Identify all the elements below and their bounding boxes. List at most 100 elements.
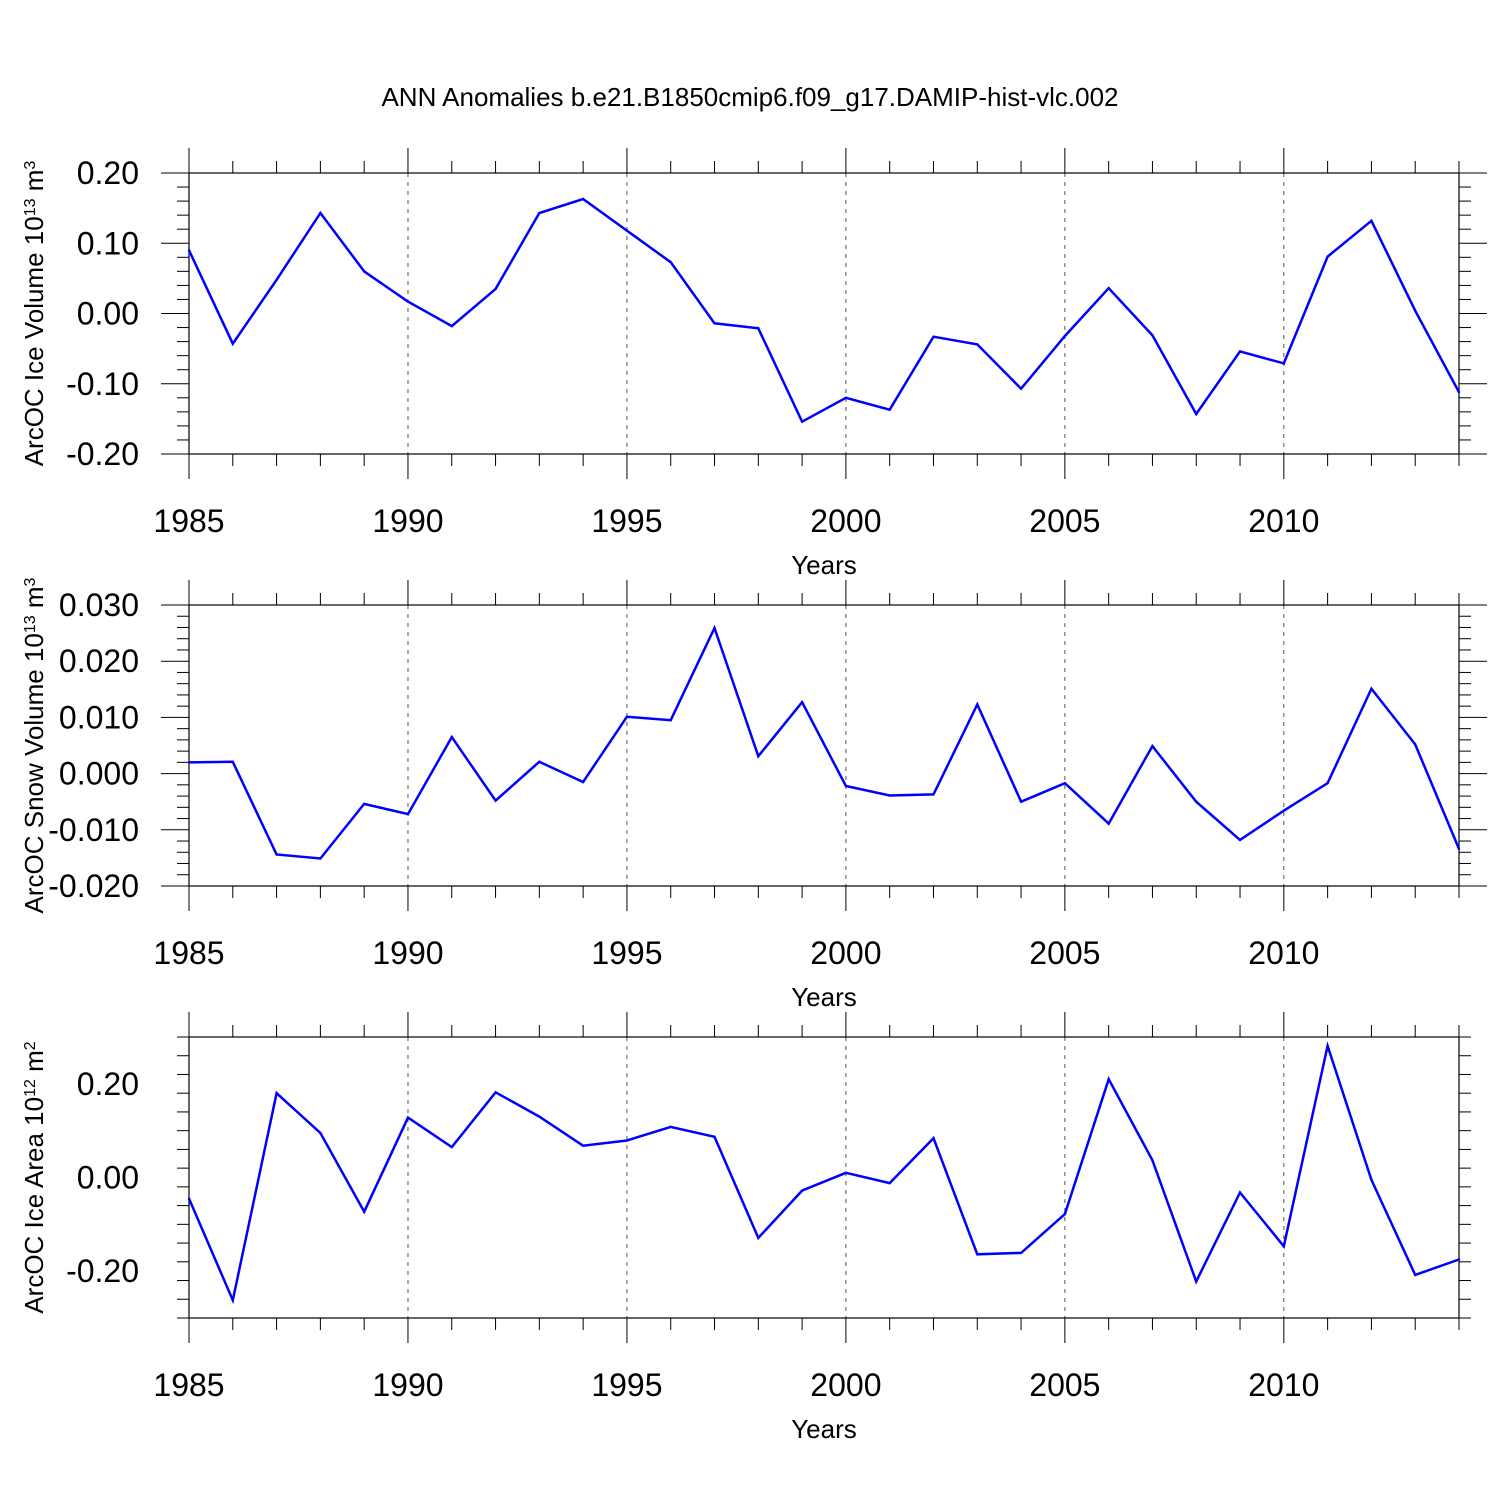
data-point (1151, 1158, 1154, 1162)
data-point (494, 287, 497, 291)
y-tick-label: 0.020 (59, 643, 139, 679)
data-point (450, 735, 453, 739)
data-point (713, 626, 716, 630)
chart-title: ANN Anomalies b.e21.B1850cmip6.f09_g17.D… (381, 82, 1118, 112)
panels: 0.20 0.10 0.00 -0.10 -0.20 1985 1990 1995 2000 20… (19, 148, 1487, 1444)
y-tick-label: 0.10 (77, 225, 139, 261)
data-point (1195, 800, 1198, 803)
x-tick-label: 1985 (153, 503, 224, 539)
x-tick-label: 2000 (810, 503, 881, 539)
x-tick-label: 1995 (591, 935, 662, 971)
data-line (188, 624, 1461, 860)
data-point (1019, 387, 1023, 390)
data-point (275, 278, 278, 281)
data-point (1195, 1280, 1198, 1283)
panel-1: 0.20 0.10 0.00 -0.10 -0.20 1985 1990 1995 2000 20… (19, 148, 1487, 580)
x-tick-label: 1990 (372, 1367, 443, 1403)
y-tick-label: 0.00 (77, 1160, 139, 1196)
data-point (362, 270, 366, 273)
data-point (1326, 255, 1329, 258)
panel-3: 0.20 0.00 -0.20 1985 1990 1995 2000 2005 2010 Yea… (19, 1012, 1471, 1444)
data-point (538, 211, 541, 215)
data-point (319, 211, 322, 215)
data-point (1457, 1258, 1461, 1261)
data-point (1370, 219, 1373, 222)
data-point (1019, 800, 1023, 803)
data-point (932, 335, 935, 338)
data-point (1063, 1212, 1067, 1216)
x-tick-label: 2010 (1248, 503, 1319, 539)
data-point (231, 760, 234, 763)
data-point (231, 1299, 234, 1302)
data-point (231, 342, 234, 345)
data-point (844, 396, 848, 399)
data-point (581, 197, 585, 201)
data-point (1238, 838, 1242, 842)
data-point (713, 322, 716, 325)
data-point (581, 780, 585, 784)
data-point (1282, 362, 1286, 365)
plot-frame (188, 604, 1460, 887)
data-point (1457, 847, 1461, 851)
data-point (1107, 287, 1110, 290)
data-point (844, 1171, 848, 1175)
x-tick-label: 1985 (153, 1367, 224, 1403)
y-tick-label: -0.20 (66, 1253, 139, 1289)
data-point (1151, 744, 1154, 748)
data-point (406, 300, 410, 303)
data-point (800, 420, 804, 423)
plot-frame (188, 172, 1460, 455)
data-point (1370, 1178, 1373, 1182)
x-tick-label: 2005 (1029, 503, 1100, 539)
data-point (1282, 809, 1286, 812)
y-tick-label: 0.000 (59, 756, 139, 792)
data-point (1414, 309, 1417, 312)
x-tick-label: 1985 (153, 935, 224, 971)
data-point (319, 857, 322, 860)
data-point (888, 794, 891, 797)
data-point (1326, 1044, 1329, 1048)
data-point (1238, 350, 1242, 353)
y-tick-label: 0.010 (59, 699, 139, 735)
data-point (187, 1197, 191, 1200)
data-point (800, 1189, 804, 1192)
x-tick-label: 1990 (372, 503, 443, 539)
panel-2: 0.030 0.020 0.010 0.000 -0.010 -0.020 1985 1990… (19, 577, 1487, 1012)
data-point (275, 853, 278, 856)
data-point (275, 1092, 278, 1095)
data-point (1063, 334, 1067, 338)
data-point (932, 1136, 935, 1140)
data-point (669, 261, 672, 264)
data-point (187, 761, 191, 764)
data-point (625, 715, 629, 719)
data-point (757, 754, 760, 758)
data-line (187, 1041, 1460, 1305)
data-point (976, 1253, 979, 1256)
data-point (538, 1115, 541, 1118)
data-point (187, 249, 191, 252)
data-point (888, 1181, 891, 1185)
y-axis-label: ArcOC Ice Area 1012 m2 (19, 1041, 49, 1313)
data-point (1107, 822, 1110, 825)
data-point (319, 1131, 322, 1135)
data-point (406, 1116, 410, 1119)
y-tick-label: -0.10 (66, 366, 139, 402)
x-axis-label: Years (791, 550, 857, 580)
data-point (1326, 781, 1329, 785)
data-point (1151, 334, 1154, 337)
data-point (1107, 1077, 1110, 1081)
x-tick-label: 2005 (1029, 1367, 1100, 1403)
data-point (1019, 1251, 1023, 1255)
data-point (932, 793, 935, 796)
plot-frame (188, 1036, 1460, 1319)
data-point (757, 1236, 760, 1240)
data-point (406, 812, 410, 816)
y-tick-label: 0.20 (77, 1066, 139, 1102)
data-point (976, 343, 979, 346)
x-tick-label: 1995 (591, 1367, 662, 1403)
data-point (976, 703, 979, 706)
data-point (844, 784, 848, 788)
data-point (362, 1210, 366, 1213)
x-tick-label: 1995 (591, 503, 662, 539)
data-point (538, 760, 541, 763)
